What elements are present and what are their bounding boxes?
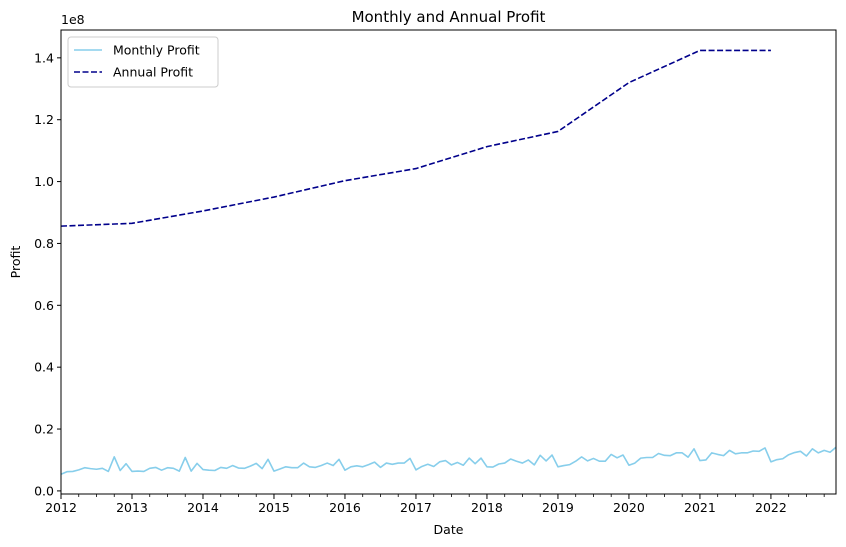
x-tick-label: 2019 [542,500,574,515]
y-tick-label: 1.2 [34,112,54,127]
x-axis-title: Date [434,522,464,537]
y-offset-label: 1e8 [61,12,85,27]
chart-title: Monthly and Annual Profit [352,8,546,26]
y-tick-label: 1.4 [34,50,54,65]
y-tick-label: 1.0 [34,174,54,189]
y-axis-title: Profit [8,246,23,279]
x-tick-label: 2018 [471,500,503,515]
plot-frame [60,29,837,495]
x-tick-label: 2014 [187,500,219,515]
legend-label: Monthly Profit [113,43,200,58]
legend-box [67,36,219,88]
x-tick-label: 2016 [329,500,361,515]
x-tick-label: 2013 [116,500,148,515]
x-tick-label: 2020 [613,500,645,515]
y-tick-label: 0.6 [34,298,54,313]
series-line-annual-profit [60,49,771,227]
series-line-monthly-profit [60,446,837,475]
x-tick-label: 2021 [684,500,716,515]
x-tick-label: 2022 [755,500,787,515]
y-tick-label: 0.4 [34,360,54,375]
y-tick-label: 0.2 [34,422,54,437]
y-tick-label: 0.0 [34,483,54,498]
legend-label: Annual Profit [113,65,193,80]
x-tick-label: 2012 [45,500,77,515]
x-tick-label: 2017 [400,500,432,515]
y-tick-label: 0.8 [34,236,54,251]
x-tick-label: 2015 [258,500,290,515]
legend: Monthly Profit Annual Profit [67,36,219,88]
